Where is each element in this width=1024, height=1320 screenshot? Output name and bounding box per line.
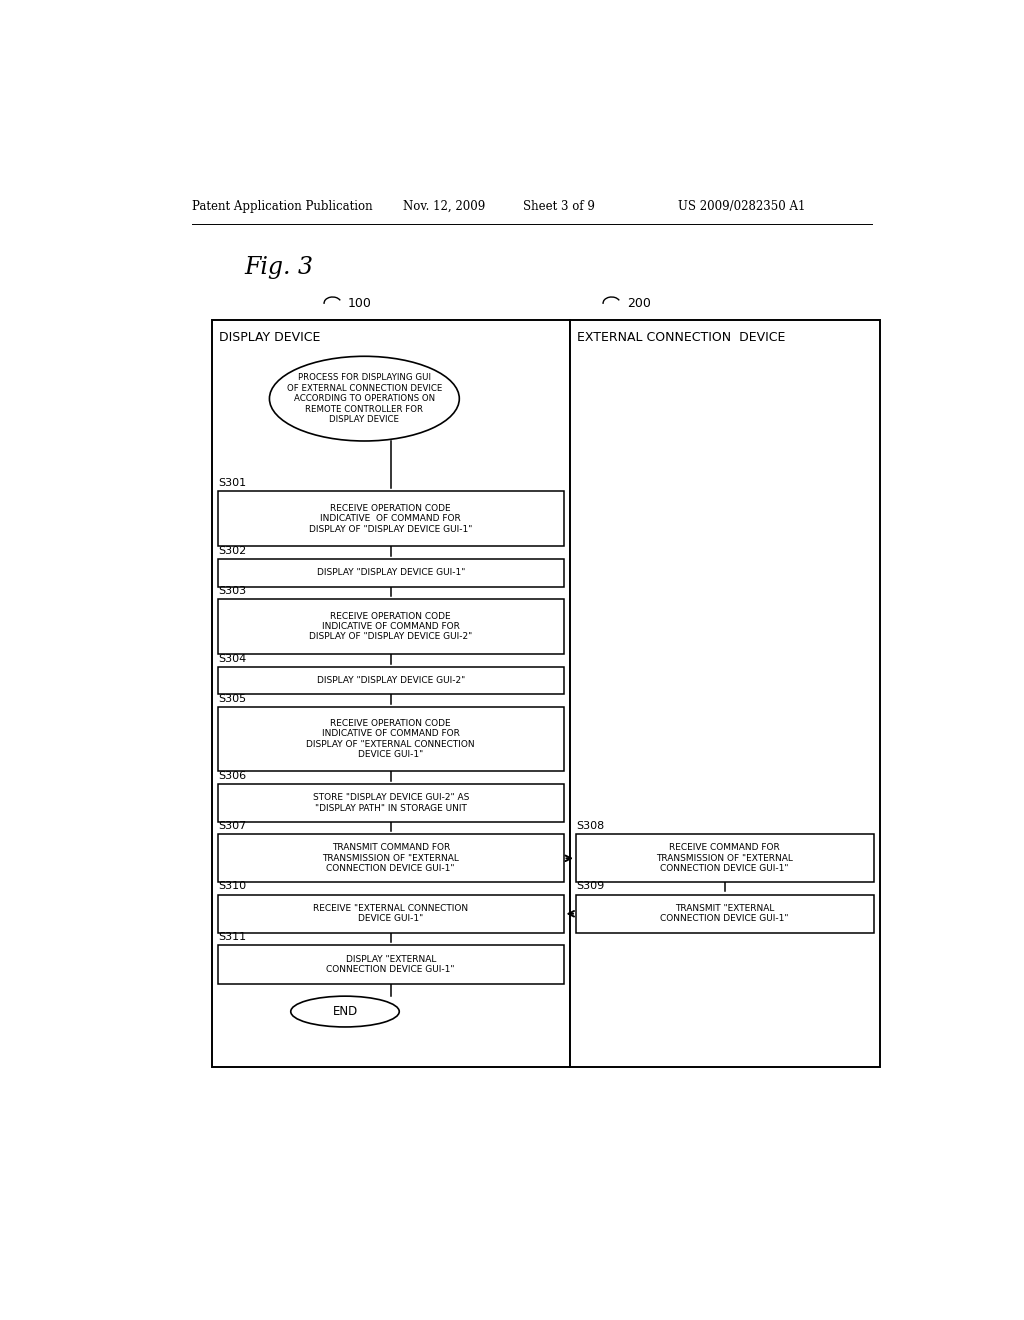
- Text: EXTERNAL CONNECTION  DEVICE: EXTERNAL CONNECTION DEVICE: [577, 330, 785, 343]
- Text: RECEIVE OPERATION CODE
INDICATIVE  OF COMMAND FOR
DISPLAY OF "DISPLAY DEVICE GUI: RECEIVE OPERATION CODE INDICATIVE OF COM…: [309, 504, 472, 533]
- Text: S306: S306: [218, 771, 246, 780]
- Ellipse shape: [291, 997, 399, 1027]
- Text: S308: S308: [575, 821, 604, 832]
- Bar: [218, 834, 563, 882]
- Bar: [575, 895, 873, 933]
- Text: S307: S307: [218, 821, 246, 832]
- Text: Sheet 3 of 9: Sheet 3 of 9: [523, 199, 595, 213]
- Bar: [218, 558, 563, 586]
- Text: S304: S304: [218, 653, 246, 664]
- Text: RECEIVE "EXTERNAL CONNECTION
DEVICE GUI-1": RECEIVE "EXTERNAL CONNECTION DEVICE GUI-…: [313, 904, 468, 924]
- Text: STORE "DISPLAY DEVICE GUI-2" AS
"DISPLAY PATH" IN STORAGE UNIT: STORE "DISPLAY DEVICE GUI-2" AS "DISPLAY…: [312, 793, 469, 813]
- Text: 100: 100: [348, 297, 372, 310]
- Text: DISPLAY "DISPLAY DEVICE GUI-2": DISPLAY "DISPLAY DEVICE GUI-2": [316, 676, 465, 685]
- Bar: [218, 945, 563, 983]
- Bar: [218, 491, 563, 546]
- Text: DISPLAY DEVICE: DISPLAY DEVICE: [219, 330, 321, 343]
- Bar: [212, 321, 569, 1067]
- Text: Nov. 12, 2009: Nov. 12, 2009: [403, 199, 485, 213]
- Text: TRANSMIT "EXTERNAL
CONNECTION DEVICE GUI-1": TRANSMIT "EXTERNAL CONNECTION DEVICE GUI…: [660, 904, 790, 924]
- Text: S309: S309: [575, 882, 604, 891]
- Text: US 2009/0282350 A1: US 2009/0282350 A1: [678, 199, 806, 213]
- Text: DISPLAY "DISPLAY DEVICE GUI-1": DISPLAY "DISPLAY DEVICE GUI-1": [316, 568, 465, 577]
- Text: Patent Application Publication: Patent Application Publication: [191, 199, 372, 213]
- Text: S310: S310: [218, 882, 246, 891]
- Text: TRANSMIT COMMAND FOR
TRANSMISSION OF "EXTERNAL
CONNECTION DEVICE GUI-1": TRANSMIT COMMAND FOR TRANSMISSION OF "EX…: [323, 843, 459, 874]
- Text: RECEIVE OPERATION CODE
INDICATIVE OF COMMAND FOR
DISPLAY OF "DISPLAY DEVICE GUI-: RECEIVE OPERATION CODE INDICATIVE OF COM…: [309, 611, 472, 642]
- Text: RECEIVE OPERATION CODE
INDICATIVE OF COMMAND FOR
DISPLAY OF "EXTERNAL CONNECTION: RECEIVE OPERATION CODE INDICATIVE OF COM…: [306, 719, 475, 759]
- Bar: [569, 321, 880, 1067]
- Text: 200: 200: [627, 297, 651, 310]
- Bar: [218, 706, 563, 771]
- Text: S302: S302: [218, 545, 246, 556]
- Text: RECEIVE COMMAND FOR
TRANSMISSION OF "EXTERNAL
CONNECTION DEVICE GUI-1": RECEIVE COMMAND FOR TRANSMISSION OF "EXT…: [656, 843, 794, 874]
- Bar: [218, 895, 563, 933]
- Text: DISPLAY "EXTERNAL
CONNECTION DEVICE GUI-1": DISPLAY "EXTERNAL CONNECTION DEVICE GUI-…: [327, 954, 455, 974]
- Text: S303: S303: [218, 586, 246, 595]
- Bar: [218, 667, 563, 694]
- Text: S301: S301: [218, 478, 246, 488]
- Text: PROCESS FOR DISPLAYING GUI
OF EXTERNAL CONNECTION DEVICE
ACCORDING TO OPERATIONS: PROCESS FOR DISPLAYING GUI OF EXTERNAL C…: [287, 374, 442, 424]
- Text: Fig. 3: Fig. 3: [245, 256, 313, 280]
- Text: END: END: [333, 1005, 357, 1018]
- Ellipse shape: [269, 356, 460, 441]
- Text: S311: S311: [218, 932, 246, 942]
- Bar: [218, 784, 563, 822]
- Bar: [218, 599, 563, 655]
- Text: S305: S305: [218, 693, 246, 704]
- Bar: [575, 834, 873, 882]
